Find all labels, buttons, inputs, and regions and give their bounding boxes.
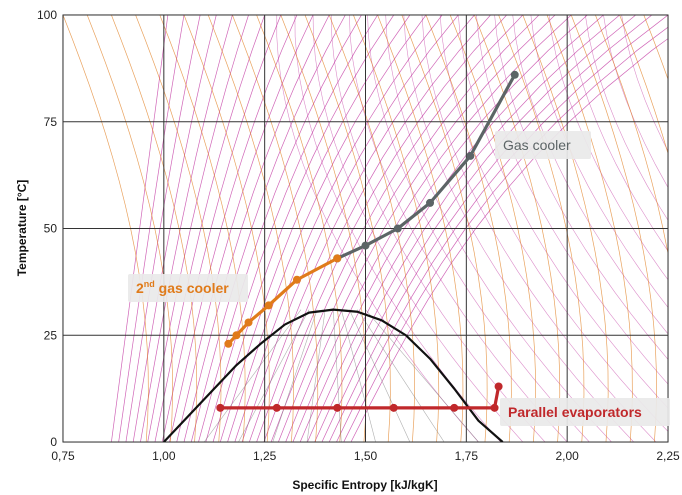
saturation-dome-line bbox=[163, 308, 504, 442]
parallel-evaporators-point bbox=[494, 382, 503, 391]
2nd-gas-cooler-point bbox=[244, 318, 253, 327]
isobar-line bbox=[585, 15, 668, 221]
gas-cooler-point bbox=[510, 70, 519, 79]
gas-cooler-callout-label: Gas cooler bbox=[503, 137, 571, 153]
parallel-evaporators-point bbox=[216, 403, 225, 412]
gas-cooler-line bbox=[335, 73, 517, 260]
quality-line bbox=[306, 309, 326, 442]
2nd-gas-cooler-point bbox=[232, 331, 241, 340]
2nd-gas-cooler-point bbox=[333, 254, 342, 263]
y-tick-label: 100 bbox=[37, 8, 57, 22]
gas-cooler-callout-box bbox=[495, 131, 591, 159]
gas-cooler-point bbox=[361, 241, 370, 250]
x-tick-label: 0,75 bbox=[51, 449, 75, 463]
axis-ticks: 0,75 1,00 1,25 1,50 1,75 2,00 2,25 0 25 50 75 100 bbox=[37, 8, 680, 463]
y-tick-label: 0 bbox=[50, 435, 57, 449]
x-tick-label: 1,25 bbox=[253, 449, 277, 463]
2nd-gas-cooler-point bbox=[292, 275, 301, 284]
quality-line bbox=[203, 309, 302, 442]
quality-line bbox=[349, 309, 411, 442]
parallel-evaporators-callout-box bbox=[500, 398, 670, 426]
parallel-evaporators-point bbox=[333, 403, 342, 412]
parallel-evaporators-point bbox=[389, 403, 398, 412]
callouts: Gas cooler 2nd gas cooler Parallel evapora… bbox=[128, 131, 670, 426]
gas-cooler-point bbox=[466, 151, 475, 160]
gas-cooler-point bbox=[393, 224, 402, 233]
y-tick-label: 50 bbox=[44, 222, 58, 236]
x-tick-label: 1,50 bbox=[354, 449, 378, 463]
isobar-line bbox=[621, 15, 668, 152]
x-tick-label: 1,00 bbox=[152, 449, 176, 463]
quality-line bbox=[357, 309, 445, 442]
quality-line bbox=[365, 309, 479, 442]
quality-line bbox=[238, 309, 310, 442]
y-tick-label: 25 bbox=[44, 328, 58, 342]
2nd-gas-cooler-point bbox=[264, 301, 273, 310]
y-tick-label: 75 bbox=[44, 115, 58, 129]
quality-line bbox=[341, 309, 376, 442]
isobar-line bbox=[603, 15, 668, 188]
parallel-evaporators-point bbox=[450, 403, 459, 412]
saturation-dome bbox=[163, 308, 504, 442]
process-series bbox=[216, 70, 519, 412]
isochore-line bbox=[619, 15, 668, 155]
parallel-evaporators-callout-label: Parallel evaporators bbox=[508, 404, 642, 420]
parallel-evaporators-point bbox=[490, 403, 499, 412]
x-tick-label: 2,25 bbox=[656, 449, 680, 463]
second-gas-cooler-callout-label: 2nd gas cooler bbox=[136, 279, 229, 296]
second-gas-cooler-callout-box bbox=[128, 274, 248, 302]
x-axis-title: Specific Entropy [kJ/kgK] bbox=[292, 478, 437, 492]
quality-line bbox=[332, 309, 342, 442]
x-tick-label: 2,00 bbox=[555, 449, 579, 463]
parallel-evaporators-point bbox=[272, 403, 281, 412]
gas-cooler-point bbox=[426, 198, 435, 207]
quality-line bbox=[272, 309, 318, 442]
y-axis-title: Temperature [°C] bbox=[15, 180, 29, 277]
x-tick-label: 1,75 bbox=[455, 449, 479, 463]
2nd-gas-cooler-point bbox=[224, 339, 233, 348]
grid bbox=[63, 15, 668, 442]
